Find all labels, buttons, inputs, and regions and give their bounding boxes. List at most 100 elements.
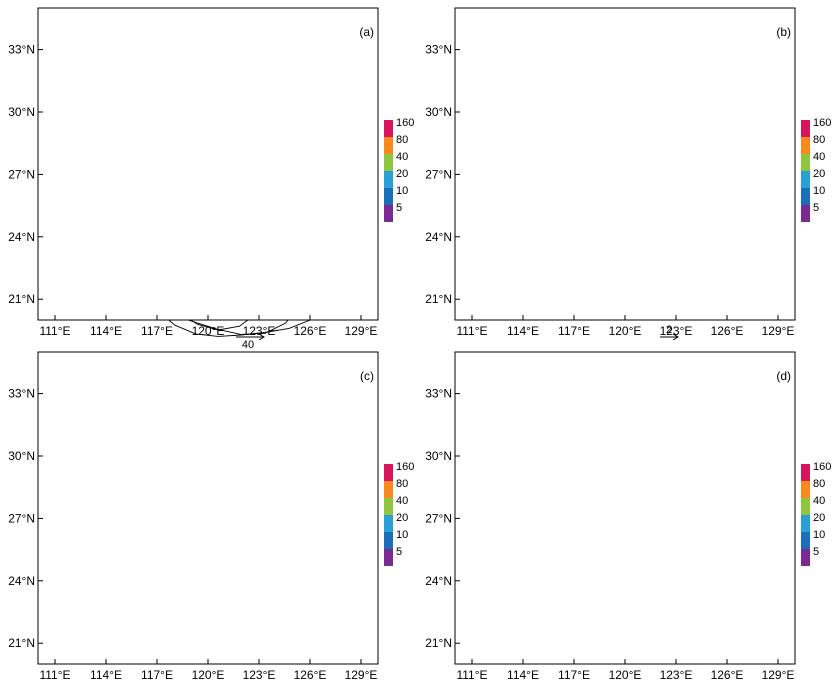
colorbar-swatch-0-3	[384, 171, 393, 188]
y-tick-label-1-1: 30°N	[425, 105, 452, 119]
plot-frame-3	[455, 352, 795, 664]
x-tick-label-3-0: 111°E	[456, 668, 487, 680]
colorbar-label-2-5: 5	[396, 546, 402, 558]
colorbar-swatch-2-2	[384, 498, 393, 515]
plot-frame-2	[38, 352, 378, 664]
colorbar-label-0-0: 160	[396, 117, 414, 129]
colorbar-swatch-3-3	[801, 515, 810, 532]
panel-b: 0.81.60.81.60.81.60.80.80.80.80.80.833°N…	[425, 8, 831, 340]
y-tick-label-1-0: 33°N	[425, 43, 452, 57]
colorbar-label-3-2: 40	[813, 495, 825, 507]
x-tick-label-2-2: 117°E	[141, 668, 173, 680]
colorbar-swatch-3-2	[801, 498, 810, 515]
x-tick-label-3-5: 126°E	[711, 668, 744, 680]
colorbar-swatch-2-3	[384, 515, 393, 532]
colorbar-label-2-2: 40	[396, 495, 408, 507]
x-tick-label-3-4: 123°E	[660, 668, 693, 680]
colorbar-label-0-3: 20	[396, 168, 408, 180]
y-tick-label-0-3: 24°N	[8, 230, 35, 244]
y-tick-label-2-4: 21°N	[8, 636, 35, 650]
x-tick-label-3-3: 120°E	[609, 668, 642, 680]
colorbar-label-1-2: 40	[813, 151, 825, 163]
vector-reference-label-a: 40	[242, 339, 254, 351]
colorbar-swatch-0-2	[384, 154, 393, 171]
x-tick-label-2-0: 111°E	[39, 668, 70, 680]
x-tick-label-0-5: 126°E	[294, 324, 327, 338]
colorbar-label-2-1: 80	[396, 478, 408, 490]
colorbar-swatch-3-0	[801, 464, 810, 481]
colorbar-label-1-3: 20	[813, 168, 825, 180]
colorbar-swatch-1-2	[801, 154, 810, 171]
x-tick-label-0-1: 114°E	[90, 324, 122, 338]
x-tick-label-1-5: 126°E	[711, 324, 744, 338]
y-tick-label-1-2: 27°N	[425, 167, 452, 181]
y-tick-label-2-2: 27°N	[8, 511, 35, 525]
colorbar-swatch-1-5	[801, 205, 810, 222]
x-tick-label-0-6: 129°E	[345, 324, 378, 338]
y-tick-label-1-3: 24°N	[425, 230, 452, 244]
colorbar-label-2-4: 10	[396, 529, 408, 541]
x-tick-label-3-1: 114°E	[507, 668, 539, 680]
colorbar-swatch-3-4	[801, 532, 810, 549]
colorbar-swatch-1-1	[801, 137, 810, 154]
y-tick-label-2-1: 30°N	[8, 449, 35, 463]
y-tick-label-2-3: 24°N	[8, 574, 35, 588]
y-tick-label-3-0: 33°N	[425, 387, 452, 401]
colorbar-swatch-1-3	[801, 171, 810, 188]
colorbar-swatch-2-1	[384, 481, 393, 498]
plot-frame-1	[455, 8, 795, 320]
x-tick-label-3-6: 129°E	[762, 668, 795, 680]
colorbar-label-0-5: 5	[396, 202, 402, 214]
colorbar-swatch-2-5	[384, 549, 393, 566]
colorbar-swatch-2-0	[384, 464, 393, 481]
colorbar-swatch-0-4	[384, 188, 393, 205]
panel-a: 48812161620242824201632820322888433°N30°…	[8, 8, 414, 351]
y-tick-label-3-2: 27°N	[425, 511, 452, 525]
x-tick-label-1-0: 111°E	[456, 324, 487, 338]
colorbar-label-2-0: 160	[396, 461, 414, 473]
x-tick-label-2-1: 114°E	[90, 668, 122, 680]
panel-label-3: (d)	[776, 369, 791, 383]
colorbar-label-0-1: 80	[396, 134, 408, 146]
colorbar-swatch-2-4	[384, 532, 393, 549]
colorbar-label-0-2: 40	[396, 151, 408, 163]
y-tick-label-0-0: 33°N	[8, 43, 35, 57]
colorbar-swatch-1-0	[801, 120, 810, 137]
colorbar-label-3-0: 160	[813, 461, 831, 473]
colorbar-label-3-1: 80	[813, 478, 825, 490]
colorbar-label-3-5: 5	[813, 546, 819, 558]
y-tick-label-1-4: 21°N	[425, 292, 452, 306]
x-tick-label-1-2: 117°E	[558, 324, 590, 338]
panel-label-1: (b)	[776, 25, 791, 39]
colorbar-label-1-5: 5	[813, 202, 819, 214]
vector-reference-label-b: 2	[666, 324, 672, 336]
x-tick-label-0-3: 120°E	[192, 324, 225, 338]
plot-frame-0	[38, 8, 378, 320]
x-tick-label-2-4: 123°E	[243, 668, 276, 680]
x-tick-label-1-1: 114°E	[507, 324, 539, 338]
colorbar-label-1-4: 10	[813, 185, 825, 197]
colorbar-label-0-4: 10	[396, 185, 408, 197]
colorbar-swatch-0-1	[384, 137, 393, 154]
x-tick-label-1-6: 129°E	[762, 324, 795, 338]
panel-c: 3203303203303203303403203403303203403303…	[8, 352, 414, 680]
x-tick-label-2-6: 129°E	[345, 668, 378, 680]
panel-label-2: (c)	[360, 369, 374, 383]
x-tick-label-2-5: 126°E	[294, 668, 327, 680]
colorbar-swatch-0-0	[384, 120, 393, 137]
colorbar-swatch-3-1	[801, 481, 810, 498]
y-tick-label-0-4: 21°N	[8, 292, 35, 306]
colorbar-label-1-0: 160	[813, 117, 831, 129]
y-tick-label-2-0: 33°N	[8, 387, 35, 401]
y-tick-label-0-2: 27°N	[8, 167, 35, 181]
colorbar-swatch-1-4	[801, 188, 810, 205]
x-tick-label-2-3: 120°E	[192, 668, 225, 680]
x-tick-label-0-0: 111°E	[39, 324, 70, 338]
colorbar-label-3-4: 10	[813, 529, 825, 541]
x-tick-label-1-3: 120°E	[609, 324, 642, 338]
colorbar-swatch-0-5	[384, 205, 393, 222]
panel-label-0: (a)	[359, 25, 374, 39]
x-tick-label-0-2: 117°E	[141, 324, 173, 338]
x-tick-label-3-2: 117°E	[558, 668, 590, 680]
